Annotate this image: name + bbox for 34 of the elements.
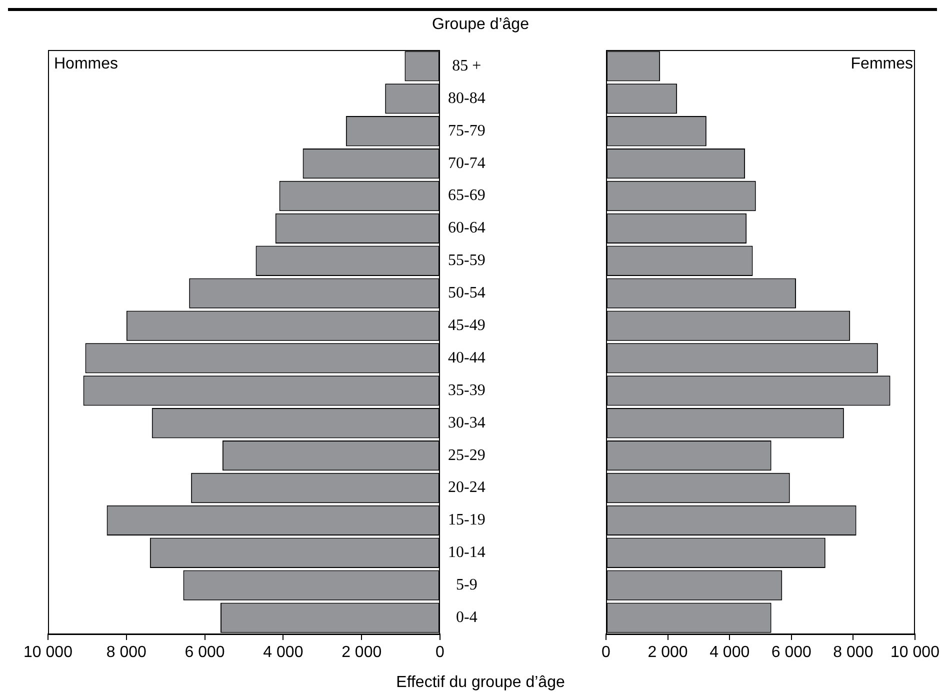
x-tick-label: 4 000 (710, 644, 750, 662)
x-tick-label: 8 000 (106, 644, 147, 662)
y-tick-label: 25-29 (448, 446, 486, 464)
y-tick-label: 55-59 (448, 252, 486, 270)
x-tick-label: 6 000 (184, 644, 225, 662)
x-tick-label: 8 000 (833, 644, 874, 662)
x-axis-title: Effectif du groupe d’âge (395, 674, 566, 692)
y-tick-label: 0-4 (456, 608, 478, 626)
y-tick-label: 60-64 (448, 220, 486, 237)
y-tick-label: 15-19 (448, 512, 486, 529)
x-tick-label: 2 000 (342, 644, 382, 662)
y-tick-label: 50-54 (448, 284, 486, 302)
y-tick-label: 65-69 (448, 187, 486, 204)
y-tick-label: 45-49 (448, 316, 486, 334)
x-tick-label: 0 (602, 644, 611, 662)
y-tick-label: 75-79 (448, 122, 486, 140)
x-tick-label: 10 000 (24, 644, 73, 662)
text: Femmes (850, 55, 913, 72)
y-tick-label: 40-44 (448, 349, 486, 366)
y-tick-label: 20-24 (448, 479, 486, 496)
x-tick-label: 0 (436, 644, 445, 662)
y-tick-label: 80-84 (448, 90, 486, 107)
text: Hommes (54, 55, 118, 72)
x-tick-label: 10 000 (890, 644, 940, 662)
y-tick-label: 5-9 (456, 576, 478, 594)
x-tick-label: 4 000 (263, 644, 304, 662)
text: Groupe d’âge (431, 16, 530, 34)
y-tick-label: 70-74 (448, 154, 486, 172)
x-tick-label: 2 000 (648, 644, 688, 662)
y-tick-label: 30-34 (448, 414, 486, 432)
x-tick-label: 6 000 (771, 644, 812, 662)
y-tick-label: 10-14 (448, 544, 486, 562)
y-tick-label: 35-39 (448, 382, 486, 399)
y-tick-label: 85 + (452, 57, 482, 74)
